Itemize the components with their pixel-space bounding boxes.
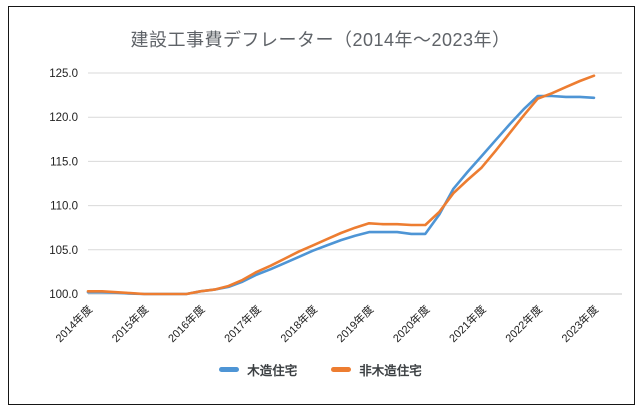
legend-label-nonwooden: 非木造住宅 <box>359 364 422 378</box>
legend-item-nonwooden[interactable]: 非木造住宅 <box>331 360 422 379</box>
x-tick-label: 2021年度 <box>446 302 489 345</box>
series-line-nonwooden[interactable] <box>86 74 596 296</box>
chart-legend: 木造住宅 非木造住宅 <box>0 360 641 379</box>
y-tick-label: 115.0 <box>50 156 78 168</box>
wooden-series-swatch-icon <box>219 367 240 372</box>
x-tick-label: 2014年度 <box>52 302 95 345</box>
y-tick-label: 125.0 <box>49 68 78 80</box>
x-tick-label: 2019年度 <box>333 302 376 345</box>
x-tick-label: 2015年度 <box>109 302 152 345</box>
y-tick-label: 120.0 <box>49 112 78 124</box>
series-line-wooden[interactable] <box>86 94 596 296</box>
x-tick-label: 2023年度 <box>558 302 601 345</box>
x-tick-label: 2017年度 <box>221 302 264 345</box>
y-tick-label: 100.0 <box>49 289 78 301</box>
legend-label-wooden: 木造住宅 <box>247 364 298 378</box>
chart-title: 建設工事費デフレーター（2014年～2023年） <box>130 30 511 50</box>
legend-item-wooden[interactable]: 木造住宅 <box>219 360 297 379</box>
x-tick-label: 2020年度 <box>390 302 433 345</box>
nonwooden-series-swatch-icon <box>331 367 352 372</box>
y-tick-label: 105.0 <box>49 245 78 257</box>
x-tick-label: 2022年度 <box>502 302 545 345</box>
x-tick-label: 2016年度 <box>165 302 208 345</box>
x-tick-label: 2018年度 <box>277 302 320 345</box>
y-tick-label: 110.0 <box>50 201 78 213</box>
